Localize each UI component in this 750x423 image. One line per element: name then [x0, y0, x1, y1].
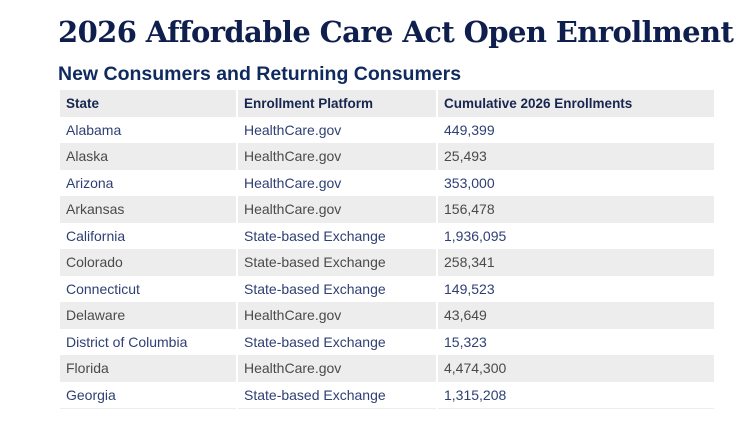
enrollment-cell: 258,341: [438, 249, 714, 276]
platform-cell: State-based Exchange: [238, 222, 436, 249]
state-cell: Arizona: [60, 169, 236, 196]
table-header-row: State Enrollment Platform Cumulative 202…: [60, 90, 714, 117]
table-row: Delaware HealthCare.gov 43,649: [60, 302, 714, 329]
platform-cell: State-based Exchange: [238, 249, 436, 276]
state-cell: Arkansas: [60, 196, 236, 223]
column-header-enrollments: Cumulative 2026 Enrollments: [438, 90, 714, 117]
table-row: Alabama HealthCare.gov 449,399: [60, 116, 714, 143]
state-cell: District of Columbia: [60, 328, 236, 355]
platform-cell: HealthCare.gov: [238, 196, 436, 223]
platform-cell: State-based Exchange: [238, 328, 436, 355]
table-row: Connecticut State-based Exchange 149,523: [60, 275, 714, 302]
platform-cell: HealthCare.gov: [238, 302, 436, 329]
platform-cell: HealthCare.gov: [238, 116, 436, 143]
state-cell: Florida: [60, 355, 236, 382]
platform-cell: HealthCare.gov: [238, 143, 436, 170]
table-row: Georgia State-based Exchange 1,315,208: [60, 381, 714, 409]
table-row: Arizona HealthCare.gov 353,000: [60, 169, 714, 196]
column-header-state: State: [60, 90, 236, 117]
table-row: District of Columbia State-based Exchange…: [60, 328, 714, 355]
state-cell: Alaska: [60, 143, 236, 170]
state-cell: Alabama: [60, 116, 236, 143]
enrollment-cell: 4,474,300: [438, 355, 714, 382]
table-row: Florida HealthCare.gov 4,474,300: [60, 355, 714, 382]
enrollment-cell: 1,936,095: [438, 222, 714, 249]
page-subtitle: New Consumers and Returning Consumers: [58, 63, 462, 85]
enrollment-cell: 43,649: [438, 302, 714, 329]
state-cell: Connecticut: [60, 275, 236, 302]
table-row: Alaska HealthCare.gov 25,493: [60, 143, 714, 170]
enrollment-cell: 156,478: [438, 196, 714, 223]
enrollment-cell: 449,399: [438, 116, 714, 143]
enrollment-cell: 25,493: [438, 143, 714, 170]
page-title: 2026 Affordable Care Act Open Enrollment: [58, 15, 734, 49]
table-row: California State-based Exchange 1,936,095: [60, 222, 714, 249]
platform-cell: HealthCare.gov: [238, 169, 436, 196]
state-cell: Delaware: [60, 302, 236, 329]
enrollment-cell: 15,323: [438, 328, 714, 355]
enrollment-cell: 353,000: [438, 169, 714, 196]
enrollment-table: State Enrollment Platform Cumulative 202…: [58, 90, 716, 409]
state-cell: Colorado: [60, 249, 236, 276]
column-header-platform: Enrollment Platform: [238, 90, 436, 117]
enrollment-cell: 149,523: [438, 275, 714, 302]
table-row: Colorado State-based Exchange 258,341: [60, 249, 714, 276]
state-cell: California: [60, 222, 236, 249]
platform-cell: HealthCare.gov: [238, 355, 436, 382]
platform-cell: State-based Exchange: [238, 381, 436, 409]
platform-cell: State-based Exchange: [238, 275, 436, 302]
table-row: Arkansas HealthCare.gov 156,478: [60, 196, 714, 223]
enrollment-cell: 1,315,208: [438, 381, 714, 409]
state-cell: Georgia: [60, 381, 236, 409]
table-body: Alabama HealthCare.gov 449,399 Alaska Health…: [60, 116, 714, 409]
